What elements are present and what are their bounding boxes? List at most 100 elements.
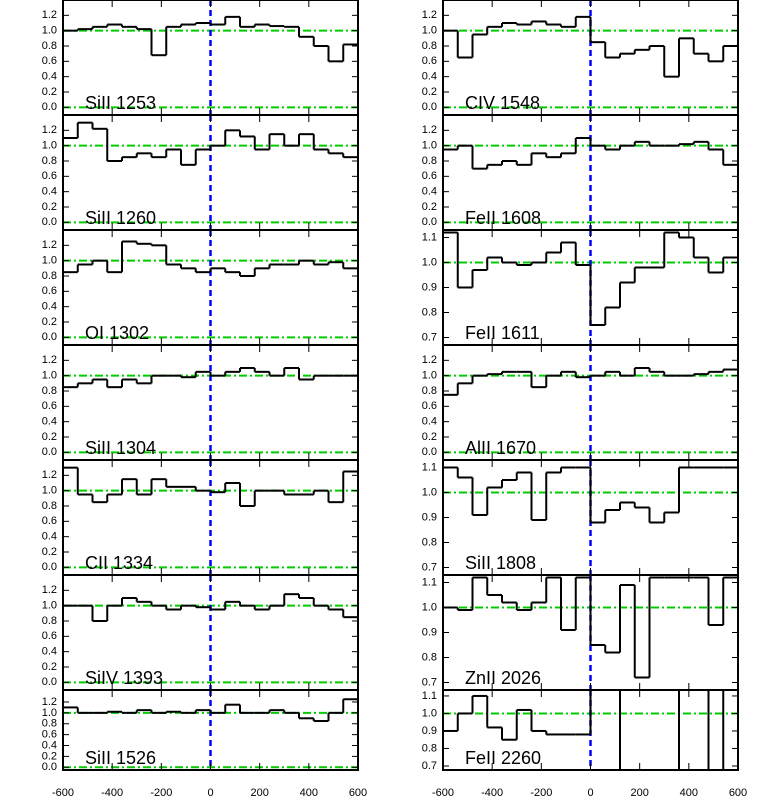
x-tick-label: 600 bbox=[349, 787, 367, 799]
panel: 0.00.20.40.60.81.01.2 -600 -400 -200 0 200 400… bbox=[42, 689, 367, 799]
panel: 0.7 0.8 0.9 1.0 1.1 ZnII 2026 bbox=[422, 574, 739, 691]
y-tick-label: 1.0 bbox=[42, 255, 57, 267]
y-tick-label: 0.9 bbox=[422, 511, 437, 523]
y-tick-label: 0.0 bbox=[42, 761, 57, 773]
y-tick-label: 0.2 bbox=[42, 546, 57, 558]
y-tick-label: 0.7 bbox=[422, 676, 437, 688]
y-tick-label: 0.2 bbox=[422, 431, 437, 443]
y-tick-label: 0.6 bbox=[422, 170, 437, 182]
y-tick-label: 0.7 bbox=[422, 331, 437, 343]
plot-area bbox=[443, 0, 738, 115]
y-tick-label: 0.0 bbox=[422, 446, 437, 458]
plot-area bbox=[63, 460, 358, 575]
y-tick-label: 0.9 bbox=[422, 281, 437, 293]
panel-label: FeII 1611 bbox=[465, 323, 540, 343]
panel: 0.0 0.2 0.4 0.6 0.8 1.0 1.2 SiIV 1393 bbox=[42, 574, 359, 691]
y-tick-label: 0.9 bbox=[422, 626, 437, 638]
y-tick-label: 0.4 bbox=[42, 416, 57, 428]
panel-label: CIV 1548 bbox=[465, 93, 540, 113]
y-tick-label: 0.2 bbox=[422, 86, 437, 98]
panel: 0.0 0.2 0.4 0.6 0.8 1.0 1.2 SiII 1253 bbox=[42, 0, 359, 116]
plot-area bbox=[443, 460, 738, 575]
y-tick-label: 0.0 bbox=[42, 561, 57, 573]
y-tick-label: 0.6 bbox=[422, 55, 437, 67]
x-tick-label: -400 bbox=[101, 787, 123, 799]
y-tick-label: 0.2 bbox=[42, 86, 57, 98]
y-tick-label: 0.0 bbox=[42, 676, 57, 688]
y-tick-label: 0.2 bbox=[422, 201, 437, 213]
y-tick-label: 1.1 bbox=[422, 231, 437, 243]
plot-area bbox=[443, 345, 738, 460]
y-tick-label: 0.2 bbox=[42, 201, 57, 213]
y-tick-label: 0.8 bbox=[422, 536, 437, 548]
y-tick-label: 0.8 bbox=[422, 385, 437, 397]
panel-label: SiII 1253 bbox=[85, 93, 156, 113]
y-tick-label: 1.1 bbox=[422, 690, 437, 702]
y-tick-label: 1.2 bbox=[42, 124, 57, 136]
y-tick-label: 1.0 bbox=[42, 600, 57, 612]
panel-label: SiII 1808 bbox=[465, 553, 536, 573]
y-tick-label: 0.4 bbox=[42, 71, 57, 83]
x-tick-label: 600 bbox=[729, 787, 747, 799]
y-tick-label: 1.2 bbox=[42, 239, 57, 251]
y-tick-label: 0.2 bbox=[42, 431, 57, 443]
y-tick-label: 1.0 bbox=[42, 485, 57, 497]
y-tick-label: 0.4 bbox=[422, 71, 437, 83]
y-tick-label: 0.4 bbox=[422, 416, 437, 428]
plot-area bbox=[63, 345, 358, 460]
x-tick-label: 0 bbox=[207, 787, 213, 799]
x-tick-label: 400 bbox=[300, 787, 318, 799]
panel: 0.0 0.2 0.4 0.6 0.8 1.0 1.2 FeII 1608 bbox=[422, 114, 739, 231]
panel: 0.0 0.2 0.4 0.6 0.8 1.0 1.2 CIV 1548 bbox=[422, 0, 739, 116]
y-tick-label: 0.8 bbox=[42, 270, 57, 282]
x-tick-label: -200 bbox=[150, 787, 172, 799]
plot-area bbox=[443, 115, 738, 230]
y-tick-label: 0.2 bbox=[42, 316, 57, 328]
panel: 0.0 0.2 0.4 0.6 0.8 1.0 1.2 CII 1334 bbox=[42, 459, 359, 576]
panel-label: SiII 1260 bbox=[85, 208, 156, 228]
y-tick-label: 1.0 bbox=[422, 256, 437, 268]
y-tick-label: 1.0 bbox=[422, 25, 437, 37]
x-tick-label: 200 bbox=[630, 787, 648, 799]
x-tick-label: -600 bbox=[52, 787, 74, 799]
y-tick-label: 1.0 bbox=[422, 140, 437, 152]
y-tick-label: 1.0 bbox=[422, 601, 437, 613]
y-tick-label: 1.0 bbox=[422, 486, 437, 498]
y-tick-label: 0.6 bbox=[42, 630, 57, 642]
y-tick-label: 0.8 bbox=[422, 40, 437, 52]
plot-area bbox=[63, 230, 358, 345]
panel: 0.7 0.8 0.9 1.0 1.1 -600 -400 -200 0 200 400 600 FeI… bbox=[422, 689, 747, 799]
y-tick-label: 0.0 bbox=[42, 216, 57, 228]
y-tick-label: 0.9 bbox=[422, 725, 437, 737]
y-tick-label: 1.2 bbox=[42, 696, 57, 708]
y-tick-label: 1.2 bbox=[422, 354, 437, 366]
y-tick-label: 1.0 bbox=[42, 25, 57, 37]
panel-label: ZnII 2026 bbox=[465, 668, 541, 688]
y-tick-label: 0.7 bbox=[422, 760, 437, 772]
panel: 0.0 0.2 0.4 0.6 0.8 1.0 1.2 AlII 1670 bbox=[422, 344, 739, 461]
panel: 0.0 0.2 0.4 0.6 0.8 1.0 1.2 OI 1302 bbox=[42, 229, 359, 346]
y-tick-label: 0.7 bbox=[422, 561, 437, 573]
x-tick-label: -400 bbox=[481, 787, 503, 799]
panel: 0.0 0.2 0.4 0.6 0.8 1.0 1.2 SiII 1304 bbox=[42, 344, 359, 461]
y-tick-label: 0.8 bbox=[42, 500, 57, 512]
y-tick-label: 1.2 bbox=[422, 124, 437, 136]
y-tick-label: 1.0 bbox=[422, 707, 437, 719]
y-tick-label: 0.8 bbox=[42, 40, 57, 52]
x-tick-label: -600 bbox=[432, 787, 454, 799]
y-tick-label: 0.0 bbox=[422, 101, 437, 113]
y-tick-label: 1.0 bbox=[422, 370, 437, 382]
panel-label: OI 1302 bbox=[85, 323, 149, 343]
panel: 0.7 0.8 0.9 1.0 1.1 FeII 1611 bbox=[422, 229, 739, 346]
y-tick-label: 1.0 bbox=[42, 707, 57, 719]
y-tick-label: 0.4 bbox=[42, 531, 57, 543]
y-tick-label: 1.1 bbox=[422, 576, 437, 588]
y-tick-label: 0.6 bbox=[42, 55, 57, 67]
y-tick-label: 0.4 bbox=[42, 186, 57, 198]
y-tick-label: 0.8 bbox=[422, 742, 437, 754]
panel-label: FeII 2260 bbox=[465, 748, 541, 768]
y-tick-label: 0.4 bbox=[422, 186, 437, 198]
y-tick-label: 1.2 bbox=[42, 9, 57, 21]
y-tick-label: 0.8 bbox=[422, 155, 437, 167]
